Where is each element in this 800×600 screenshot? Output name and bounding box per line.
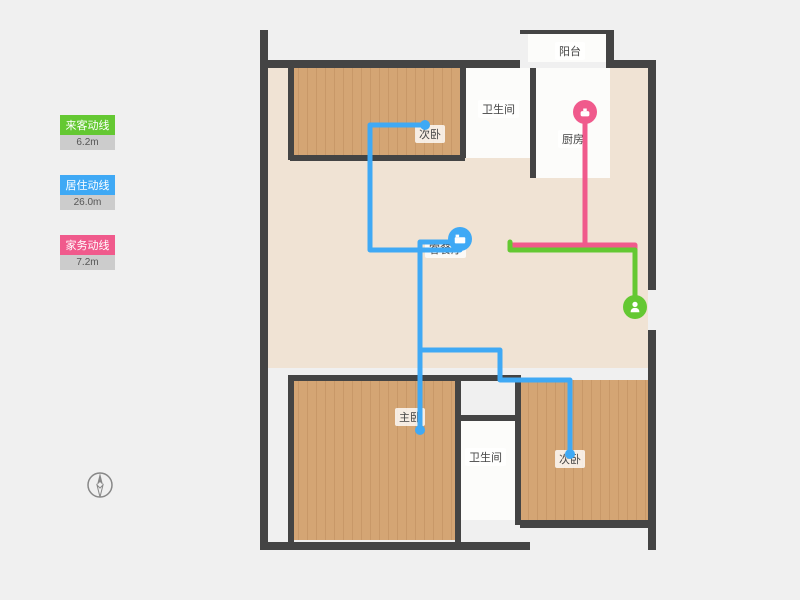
floorplan: 阳台 卫生间 厨房 次卧 客餐厅 主卧 卫生间 次卧 bbox=[260, 30, 690, 550]
legend-living-value: 26.0m bbox=[60, 195, 115, 210]
compass-icon bbox=[85, 470, 115, 500]
wall-bottom-left bbox=[260, 542, 530, 550]
wall-int-1 bbox=[460, 68, 466, 158]
legend-guest-label: 来客动线 bbox=[60, 115, 115, 135]
wall-left bbox=[260, 60, 268, 550]
path-guest bbox=[510, 242, 635, 308]
label-bathroom1: 卫生间 bbox=[478, 100, 519, 118]
label-balcony: 阳台 bbox=[555, 42, 585, 60]
legend-guest: 来客动线 6.2m bbox=[60, 115, 115, 150]
wall-int-7 bbox=[455, 415, 520, 421]
label-bathroom2: 卫生间 bbox=[465, 448, 506, 466]
wall-int-4 bbox=[290, 375, 520, 381]
wall-int-6 bbox=[515, 375, 521, 525]
legend: 来客动线 6.2m 居住动线 26.0m 家务动线 7.2m bbox=[60, 115, 115, 295]
wall-int-3 bbox=[290, 155, 465, 161]
wall-int-8 bbox=[288, 68, 294, 160]
marker-living-icon bbox=[448, 227, 472, 251]
legend-living-label: 居住动线 bbox=[60, 175, 115, 195]
room-bathroom-bottom bbox=[460, 420, 515, 520]
legend-work-value: 7.2m bbox=[60, 255, 115, 270]
label-master: 主卧 bbox=[395, 408, 425, 426]
wall-int-5 bbox=[455, 375, 461, 545]
room-master bbox=[290, 380, 460, 540]
wall-right-lower bbox=[648, 330, 656, 550]
wall-balcony-left bbox=[260, 30, 268, 68]
legend-guest-value: 6.2m bbox=[60, 135, 115, 150]
wall-right-upper bbox=[648, 60, 656, 290]
marker-entry-icon bbox=[623, 295, 647, 319]
wall-top-left bbox=[260, 60, 520, 68]
room-bedroom-top bbox=[290, 68, 460, 158]
wall-int-2 bbox=[530, 68, 536, 178]
label-bedroom-bottom: 次卧 bbox=[555, 450, 585, 468]
wall-bottom-right bbox=[520, 520, 656, 528]
label-bedroom-top: 次卧 bbox=[415, 125, 445, 143]
legend-living: 居住动线 26.0m bbox=[60, 175, 115, 210]
wall-int-9 bbox=[288, 375, 294, 545]
marker-kitchen-icon bbox=[573, 100, 597, 124]
legend-work: 家务动线 7.2m bbox=[60, 235, 115, 270]
label-kitchen: 厨房 bbox=[558, 130, 588, 148]
legend-work-label: 家务动线 bbox=[60, 235, 115, 255]
room-kitchen bbox=[535, 68, 610, 178]
